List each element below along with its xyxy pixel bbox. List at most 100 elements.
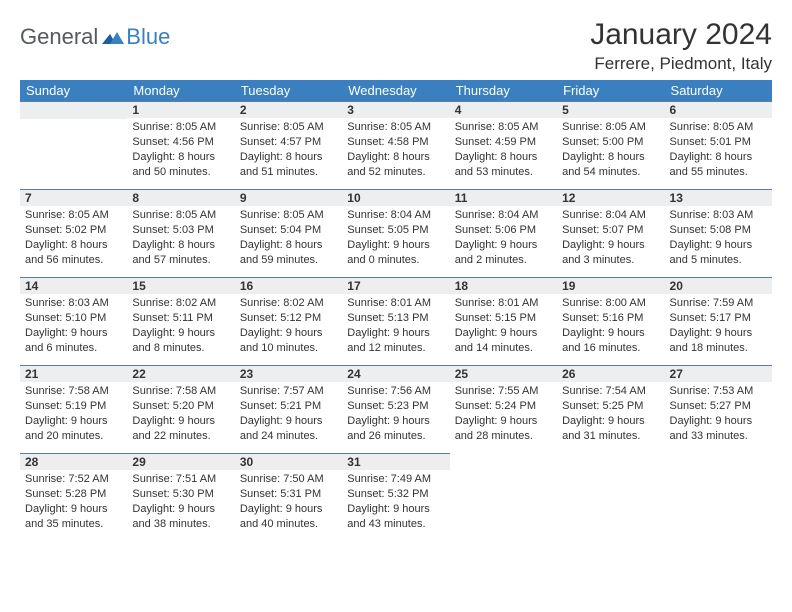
daylight-text-2: and 56 minutes. — [25, 253, 122, 268]
logo: General Blue — [20, 18, 170, 50]
daylight-text-2: and 38 minutes. — [132, 517, 229, 532]
day-number: 5 — [557, 101, 664, 118]
day-number: 19 — [557, 277, 664, 294]
daylight-text-1: Daylight: 8 hours — [25, 238, 122, 253]
sunrise-text: Sunrise: 8:04 AM — [455, 208, 552, 223]
calendar-day-cell: 29Sunrise: 7:51 AMSunset: 5:30 PMDayligh… — [127, 453, 234, 541]
sunrise-text: Sunrise: 7:54 AM — [562, 384, 659, 399]
calendar-day-cell: 6Sunrise: 8:05 AMSunset: 5:01 PMDaylight… — [665, 101, 772, 189]
sunrise-text: Sunrise: 8:01 AM — [347, 296, 444, 311]
sunset-text: Sunset: 5:15 PM — [455, 311, 552, 326]
calendar-week-row: 28Sunrise: 7:52 AMSunset: 5:28 PMDayligh… — [20, 453, 772, 541]
daylight-text-2: and 50 minutes. — [132, 165, 229, 180]
day-details: Sunrise: 8:01 AMSunset: 5:15 PMDaylight:… — [450, 294, 557, 359]
sunrise-text: Sunrise: 8:04 AM — [562, 208, 659, 223]
sunrise-text: Sunrise: 8:05 AM — [240, 208, 337, 223]
daylight-text-2: and 3 minutes. — [562, 253, 659, 268]
calendar-week-row: 7Sunrise: 8:05 AMSunset: 5:02 PMDaylight… — [20, 189, 772, 277]
calendar-day-cell: 27Sunrise: 7:53 AMSunset: 5:27 PMDayligh… — [665, 365, 772, 453]
sunrise-text: Sunrise: 7:49 AM — [347, 472, 444, 487]
daylight-text-1: Daylight: 8 hours — [347, 150, 444, 165]
day-details: Sunrise: 8:05 AMSunset: 5:02 PMDaylight:… — [20, 206, 127, 271]
calendar-day-cell: 15Sunrise: 8:02 AMSunset: 5:11 PMDayligh… — [127, 277, 234, 365]
daylight-text-1: Daylight: 9 hours — [347, 238, 444, 253]
daylight-text-1: Daylight: 9 hours — [455, 238, 552, 253]
flag-icon — [102, 28, 124, 46]
sunset-text: Sunset: 4:57 PM — [240, 135, 337, 150]
daylight-text-1: Daylight: 9 hours — [347, 326, 444, 341]
day-details: Sunrise: 7:58 AMSunset: 5:20 PMDaylight:… — [127, 382, 234, 447]
sunrise-text: Sunrise: 7:58 AM — [132, 384, 229, 399]
daylight-text-1: Daylight: 8 hours — [132, 238, 229, 253]
daylight-text-1: Daylight: 9 hours — [132, 414, 229, 429]
weekday-header-row: Sunday Monday Tuesday Wednesday Thursday… — [20, 80, 772, 101]
day-number: 27 — [665, 365, 772, 382]
sunrise-text: Sunrise: 7:58 AM — [25, 384, 122, 399]
daylight-text-1: Daylight: 9 hours — [670, 238, 767, 253]
daylight-text-2: and 53 minutes. — [455, 165, 552, 180]
calendar-day-cell: 11Sunrise: 8:04 AMSunset: 5:06 PMDayligh… — [450, 189, 557, 277]
day-number: 12 — [557, 189, 664, 206]
calendar-day-cell: 12Sunrise: 8:04 AMSunset: 5:07 PMDayligh… — [557, 189, 664, 277]
day-number: 18 — [450, 277, 557, 294]
sunset-text: Sunset: 5:10 PM — [25, 311, 122, 326]
logo-text-general: General — [20, 24, 98, 50]
title-block: January 2024 Ferrere, Piedmont, Italy — [590, 18, 772, 74]
daylight-text-2: and 40 minutes. — [240, 517, 337, 532]
sunset-text: Sunset: 5:00 PM — [562, 135, 659, 150]
calendar-day-cell: 23Sunrise: 7:57 AMSunset: 5:21 PMDayligh… — [235, 365, 342, 453]
weekday-header: Thursday — [450, 80, 557, 101]
day-number: 30 — [235, 453, 342, 470]
calendar-day-cell: 4Sunrise: 8:05 AMSunset: 4:59 PMDaylight… — [450, 101, 557, 189]
sunset-text: Sunset: 5:05 PM — [347, 223, 444, 238]
sunset-text: Sunset: 5:17 PM — [670, 311, 767, 326]
day-details: Sunrise: 7:53 AMSunset: 5:27 PMDaylight:… — [665, 382, 772, 447]
daylight-text-1: Daylight: 9 hours — [347, 414, 444, 429]
calendar-day-cell: 3Sunrise: 8:05 AMSunset: 4:58 PMDaylight… — [342, 101, 449, 189]
day-details: Sunrise: 8:05 AMSunset: 5:01 PMDaylight:… — [665, 118, 772, 183]
sunset-text: Sunset: 5:06 PM — [455, 223, 552, 238]
sunrise-text: Sunrise: 8:05 AM — [25, 208, 122, 223]
daylight-text-2: and 35 minutes. — [25, 517, 122, 532]
day-details: Sunrise: 8:03 AMSunset: 5:10 PMDaylight:… — [20, 294, 127, 359]
day-details: Sunrise: 8:05 AMSunset: 4:58 PMDaylight:… — [342, 118, 449, 183]
day-details: Sunrise: 8:05 AMSunset: 5:00 PMDaylight:… — [557, 118, 664, 183]
weekday-header: Wednesday — [342, 80, 449, 101]
sunrise-text: Sunrise: 8:05 AM — [240, 120, 337, 135]
calendar-day-cell: 16Sunrise: 8:02 AMSunset: 5:12 PMDayligh… — [235, 277, 342, 365]
header-row: General Blue January 2024 Ferrere, Piedm… — [20, 18, 772, 74]
weekday-header: Monday — [127, 80, 234, 101]
calendar-day-cell: 18Sunrise: 8:01 AMSunset: 5:15 PMDayligh… — [450, 277, 557, 365]
daylight-text-1: Daylight: 9 hours — [455, 414, 552, 429]
calendar-day-cell — [557, 453, 664, 541]
daylight-text-2: and 52 minutes. — [347, 165, 444, 180]
day-details: Sunrise: 8:03 AMSunset: 5:08 PMDaylight:… — [665, 206, 772, 271]
daylight-text-1: Daylight: 9 hours — [25, 414, 122, 429]
daylight-text-1: Daylight: 9 hours — [562, 414, 659, 429]
day-details: Sunrise: 7:58 AMSunset: 5:19 PMDaylight:… — [20, 382, 127, 447]
calendar-day-cell: 25Sunrise: 7:55 AMSunset: 5:24 PMDayligh… — [450, 365, 557, 453]
sunrise-text: Sunrise: 7:51 AM — [132, 472, 229, 487]
calendar-day-cell: 28Sunrise: 7:52 AMSunset: 5:28 PMDayligh… — [20, 453, 127, 541]
sunrise-text: Sunrise: 8:05 AM — [132, 120, 229, 135]
calendar-day-cell: 31Sunrise: 7:49 AMSunset: 5:32 PMDayligh… — [342, 453, 449, 541]
sunrise-text: Sunrise: 8:03 AM — [670, 208, 767, 223]
daylight-text-1: Daylight: 9 hours — [670, 414, 767, 429]
daylight-text-1: Daylight: 9 hours — [132, 502, 229, 517]
day-details: Sunrise: 7:57 AMSunset: 5:21 PMDaylight:… — [235, 382, 342, 447]
daylight-text-2: and 54 minutes. — [562, 165, 659, 180]
sunset-text: Sunset: 5:24 PM — [455, 399, 552, 414]
sunrise-text: Sunrise: 8:05 AM — [562, 120, 659, 135]
day-details: Sunrise: 8:05 AMSunset: 5:04 PMDaylight:… — [235, 206, 342, 271]
day-details: Sunrise: 8:02 AMSunset: 5:12 PMDaylight:… — [235, 294, 342, 359]
sunrise-text: Sunrise: 8:00 AM — [562, 296, 659, 311]
daylight-text-1: Daylight: 9 hours — [455, 326, 552, 341]
sunset-text: Sunset: 5:16 PM — [562, 311, 659, 326]
day-details: Sunrise: 7:56 AMSunset: 5:23 PMDaylight:… — [342, 382, 449, 447]
day-number-empty — [20, 101, 127, 119]
weekday-header: Tuesday — [235, 80, 342, 101]
day-number: 10 — [342, 189, 449, 206]
sunset-text: Sunset: 5:01 PM — [670, 135, 767, 150]
day-number: 26 — [557, 365, 664, 382]
daylight-text-1: Daylight: 9 hours — [25, 502, 122, 517]
